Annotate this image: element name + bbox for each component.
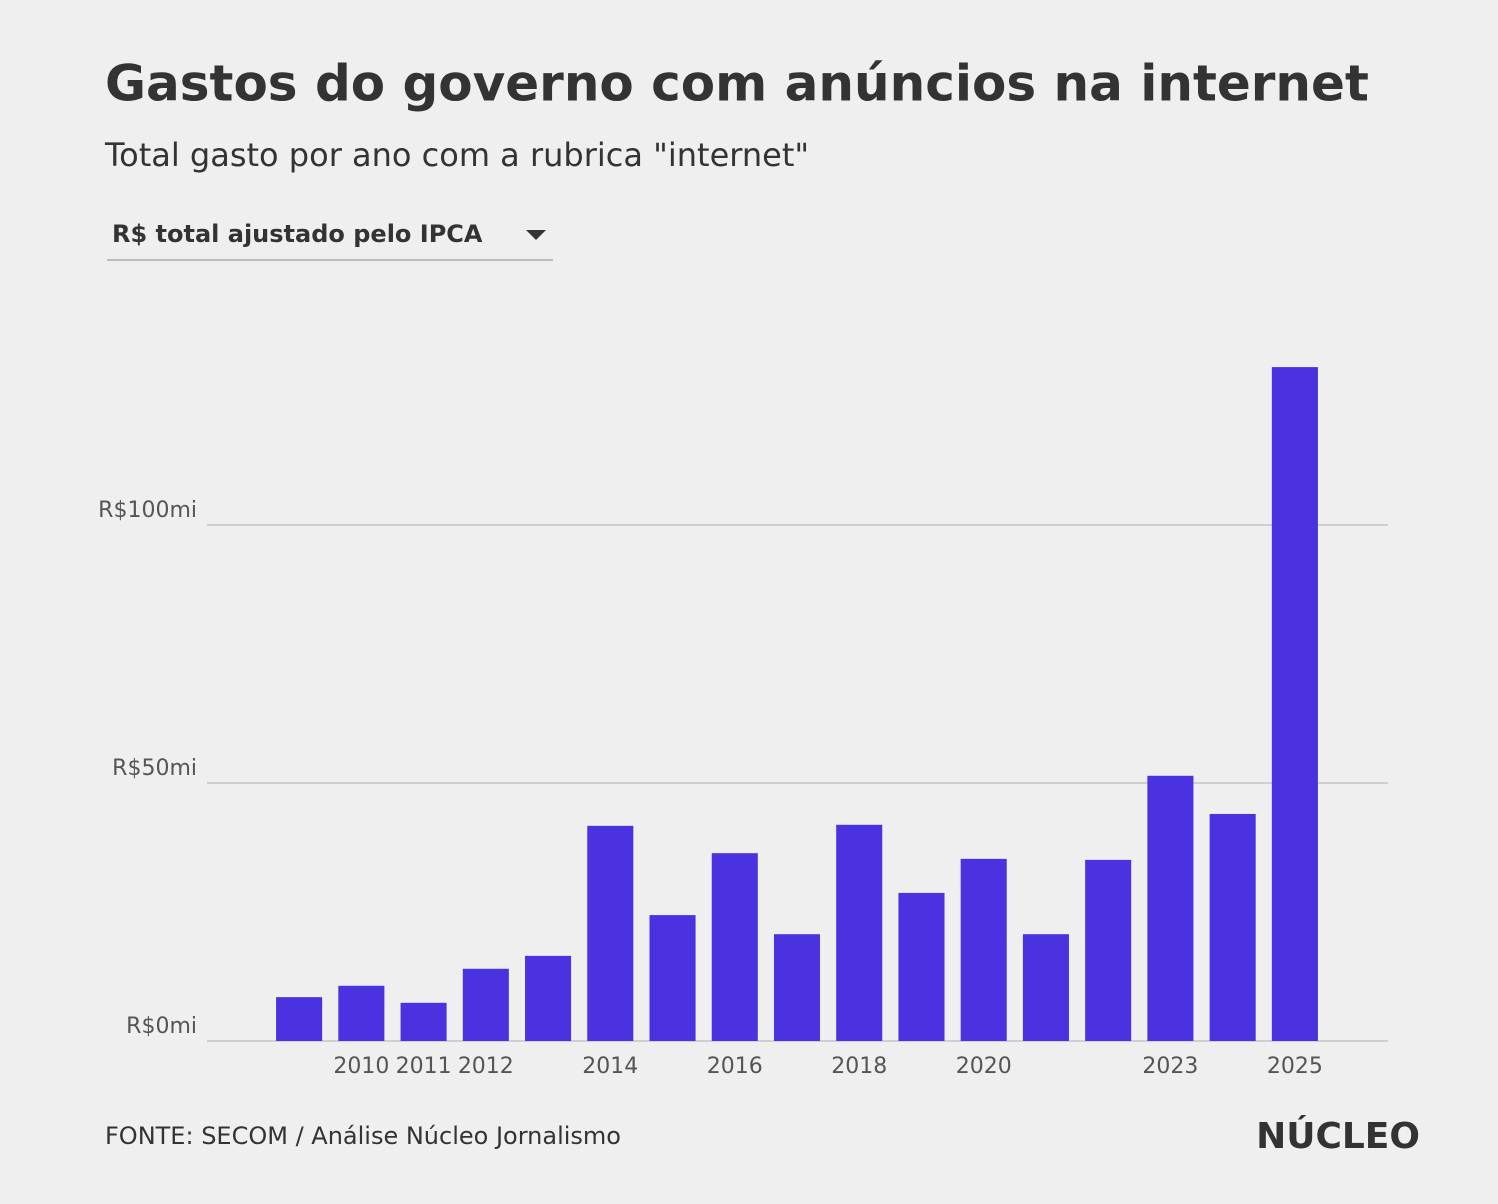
bar [400,1002,447,1041]
bar [711,853,758,1041]
chart-title: Gastos do governo com anúncios na intern… [105,55,1369,113]
bar [525,955,572,1041]
y-tick-label: R$0mi [126,1014,197,1039]
bar [1085,859,1132,1041]
x-tick-label: 2010 [333,1054,389,1079]
dropdown-label[interactable]: R$ total ajustado pelo IPCA [112,220,483,248]
bar [1271,367,1318,1041]
x-tick-label: 2025 [1267,1054,1323,1079]
x-tick-label: 2012 [458,1054,514,1079]
y-tick-label: R$50mi [112,756,197,781]
bar [649,915,696,1041]
source: FONTE: SECOM / Análise Núcleo Jornalismo [105,1122,621,1150]
dropdown[interactable]: R$ total ajustado pelo IPCA [107,210,553,261]
brand-logo: NÚCLEO [1256,1115,1420,1157]
dropdown-arrow[interactable] [526,230,546,240]
bar [898,892,945,1041]
bar [276,997,323,1041]
bar [1147,775,1194,1041]
chart-subtitle: Total gasto por ano com a rubrica "inter… [104,136,809,174]
x-tick-label: 2018 [831,1054,887,1079]
bar [836,824,883,1041]
x-tick-label: 2020 [956,1054,1012,1079]
bar [462,968,509,1041]
x-tick-label: 2014 [582,1054,638,1079]
bar [1022,934,1069,1041]
bar [1209,813,1256,1041]
bar [960,858,1007,1041]
y-tick-label: R$100mi [98,498,197,523]
x-tick-label: 2023 [1142,1054,1198,1079]
bar [587,825,634,1041]
bar [338,985,385,1041]
bar [773,934,821,1041]
x-tick-label: 2016 [707,1054,763,1079]
x-tick-label: 2011 [396,1054,452,1079]
